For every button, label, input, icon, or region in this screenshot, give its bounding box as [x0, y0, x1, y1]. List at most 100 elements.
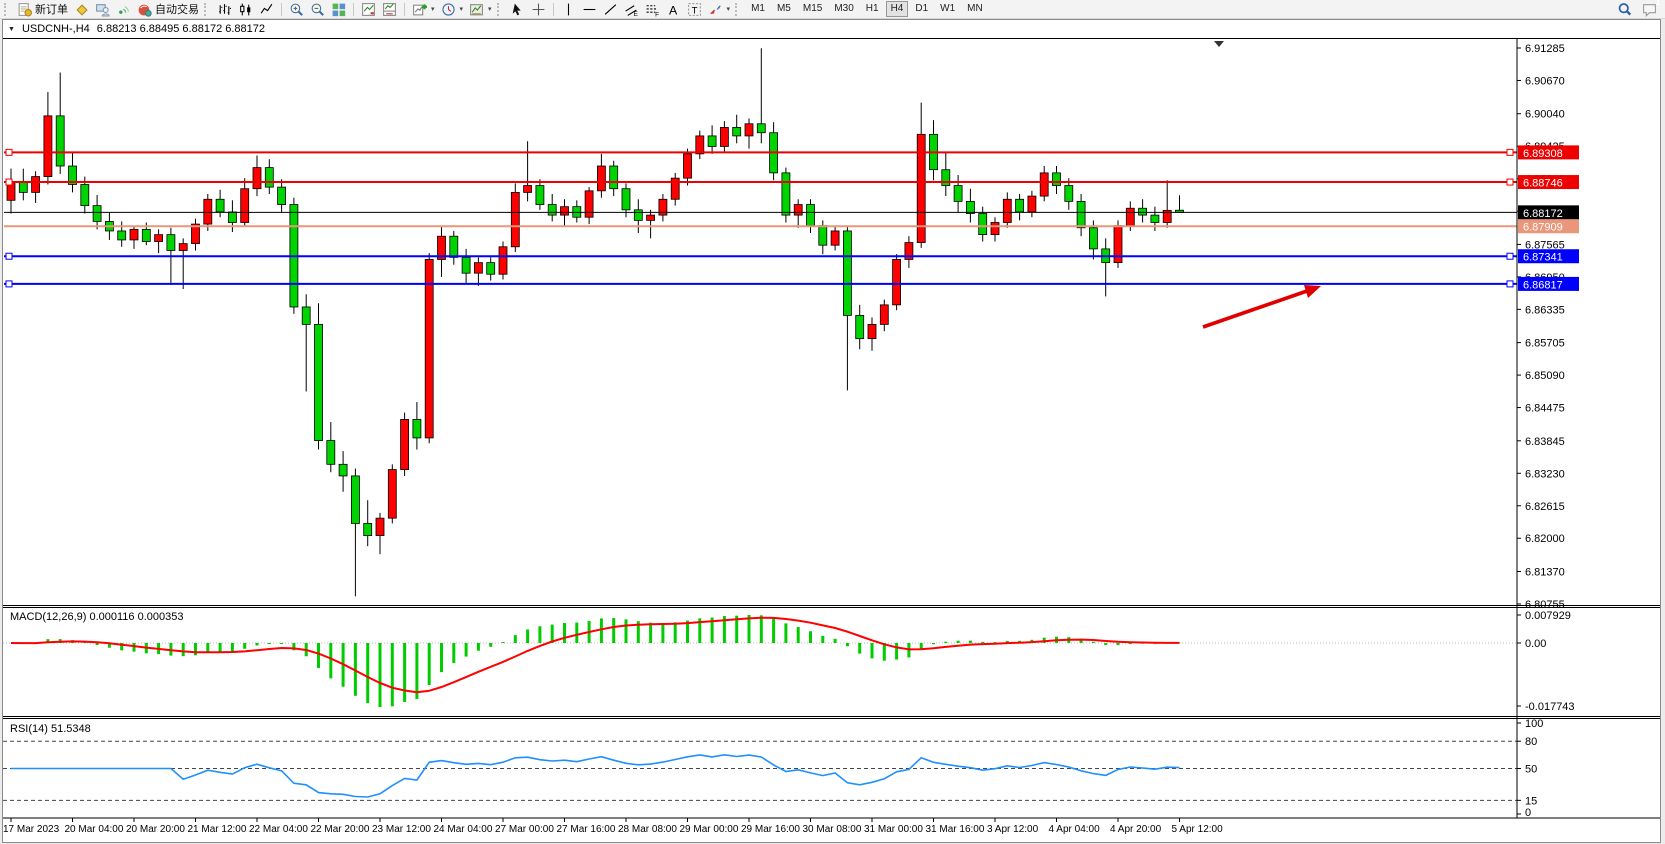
candle-body: [1150, 214, 1160, 223]
timeframe-m30-button[interactable]: M30: [834, 3, 854, 14]
candle-body: [953, 185, 963, 202]
candle-body: [756, 123, 766, 134]
candle-body: [191, 223, 200, 245]
chart-canvas[interactable]: 6.912856.906706.900406.894256.888106.881…: [3, 39, 1660, 842]
line-handle[interactable]: [5, 148, 13, 156]
candlestick-chart-button[interactable]: [235, 1, 256, 18]
line-handle[interactable]: [1506, 178, 1514, 186]
timeframe-mn-button[interactable]: MN: [967, 3, 983, 14]
rsi-pane: RSI(14) 51.5348 100 80 50 150: [3, 718, 1543, 819]
rsi-axis-label: 100: [1525, 718, 1543, 730]
price-tick-label: 6.90040: [1525, 109, 1565, 121]
dropdown-caret-icon[interactable]: ▾: [488, 6, 492, 13]
accounts-button[interactable]: [92, 1, 113, 18]
line-handle[interactable]: [5, 252, 13, 260]
candle-body: [1089, 227, 1098, 250]
equidistant-channel-icon: E: [624, 2, 639, 17]
candle-body: [18, 181, 28, 193]
chat-button[interactable]: 1: [1642, 0, 1661, 17]
auto-trading-button[interactable]: 自动交易: [134, 1, 202, 18]
vertical-line-button[interactable]: [558, 1, 579, 18]
market-watch-button[interactable]: [71, 1, 92, 18]
candle-body: [535, 185, 545, 205]
candle-body: [129, 228, 139, 241]
time-axis-label: 22 Mar 04:00: [249, 824, 308, 835]
timeframe-w1-button[interactable]: W1: [940, 3, 956, 14]
macd-label: MACD(12,26,9) 0.000116 0.000353: [10, 611, 183, 623]
crosshair-button[interactable]: [528, 1, 549, 18]
line-handle[interactable]: [5, 178, 13, 186]
chart-shift-marker-icon[interactable]: [1214, 41, 1224, 47]
trendline-button[interactable]: [600, 1, 621, 18]
timeframe-m1-button[interactable]: M1: [751, 3, 765, 14]
zoom-in-icon: [289, 2, 304, 17]
line-handle[interactable]: [1506, 252, 1514, 260]
candle-body: [683, 153, 692, 179]
new-order-icon: [17, 2, 32, 17]
line-handle[interactable]: [1506, 148, 1514, 156]
tile-windows-icon: [331, 2, 346, 17]
zoom-out-button[interactable]: [307, 1, 328, 18]
candle-body: [806, 204, 815, 227]
templates-button[interactable]: ▾: [466, 1, 495, 18]
price-tick-label: 6.91285: [1525, 43, 1565, 55]
timeframe-m5-button[interactable]: M5: [776, 3, 791, 14]
add-indicator-button[interactable]: ▾: [409, 1, 438, 18]
timeframe-d1-button[interactable]: D1: [915, 3, 929, 14]
zoom-out-icon: [310, 2, 325, 17]
timeframe-h1-button[interactable]: H1: [865, 3, 879, 14]
trend-arrow-annotation[interactable]: [1202, 285, 1321, 329]
cursor-icon: [510, 2, 525, 17]
search-button[interactable]: [1617, 2, 1632, 17]
candle-body: [55, 115, 65, 167]
zoom-in-button[interactable]: [286, 1, 307, 18]
timeframe-m15-button[interactable]: M15: [802, 3, 823, 14]
price-tag: [1518, 175, 1579, 190]
price-pane[interactable]: [4, 41, 1517, 597]
time-axis[interactable]: 17 Mar 2023 20 Mar 04:00 20 Mar 20:00 21 Ma…: [3, 817, 1660, 835]
candle-body: [498, 246, 508, 275]
indicator-windows-button[interactable]: [379, 1, 400, 18]
periods-button[interactable]: ▾: [438, 1, 467, 18]
indicators-button[interactable]: [358, 1, 379, 18]
horizontal-line-button[interactable]: [579, 1, 600, 18]
fibonacci-button[interactable]: F: [642, 1, 663, 18]
dropdown-caret-icon[interactable]: ▾: [459, 6, 464, 13]
tile-windows-button[interactable]: [328, 1, 349, 18]
line-handle[interactable]: [1506, 280, 1514, 288]
price-tick-label: 6.85705: [1525, 338, 1565, 350]
collapse-chart-icon[interactable]: ▼: [8, 25, 15, 33]
new-order-button[interactable]: 新订单: [14, 1, 71, 18]
toolbar-grip: [4, 2, 10, 16]
candle-body: [830, 230, 840, 246]
signal-button[interactable]: [113, 1, 134, 18]
line-handle[interactable]: [5, 280, 13, 288]
candle-body: [437, 235, 446, 260]
time-axis-label: 17 Mar 2023: [3, 824, 60, 835]
text-button[interactable]: A: [663, 1, 684, 18]
candle-body: [350, 475, 360, 524]
candle-body: [301, 306, 311, 325]
candle-body: [978, 213, 988, 236]
bar-chart-button[interactable]: [214, 1, 235, 18]
time-axis-label: 27 Mar 16:00: [557, 824, 616, 835]
candle-body: [633, 209, 643, 221]
shapes-button[interactable]: ▾: [705, 1, 734, 18]
candle-body: [695, 135, 705, 155]
time-axis-label: 29 Mar 00:00: [680, 824, 739, 835]
candle-body: [363, 523, 373, 536]
equidistant-channel-button[interactable]: E: [621, 1, 642, 18]
text-label-button[interactable]: T: [684, 1, 705, 18]
timeframe-h4-button[interactable]: H4: [885, 1, 909, 17]
periods-icon: [441, 2, 456, 17]
price-tag: [1518, 249, 1579, 264]
dropdown-caret-icon[interactable]: ▾: [431, 6, 435, 13]
cursor-button[interactable]: [507, 1, 528, 18]
line-chart-button[interactable]: [256, 1, 277, 18]
dropdown-caret-icon[interactable]: ▾: [726, 6, 731, 13]
candle-body: [793, 204, 803, 216]
candle-body: [68, 165, 77, 185]
candle-body: [1064, 185, 1074, 202]
candle-body: [892, 259, 901, 306]
price-axis[interactable]: 6.912856.906706.900406.894256.888106.881…: [1517, 43, 1579, 611]
